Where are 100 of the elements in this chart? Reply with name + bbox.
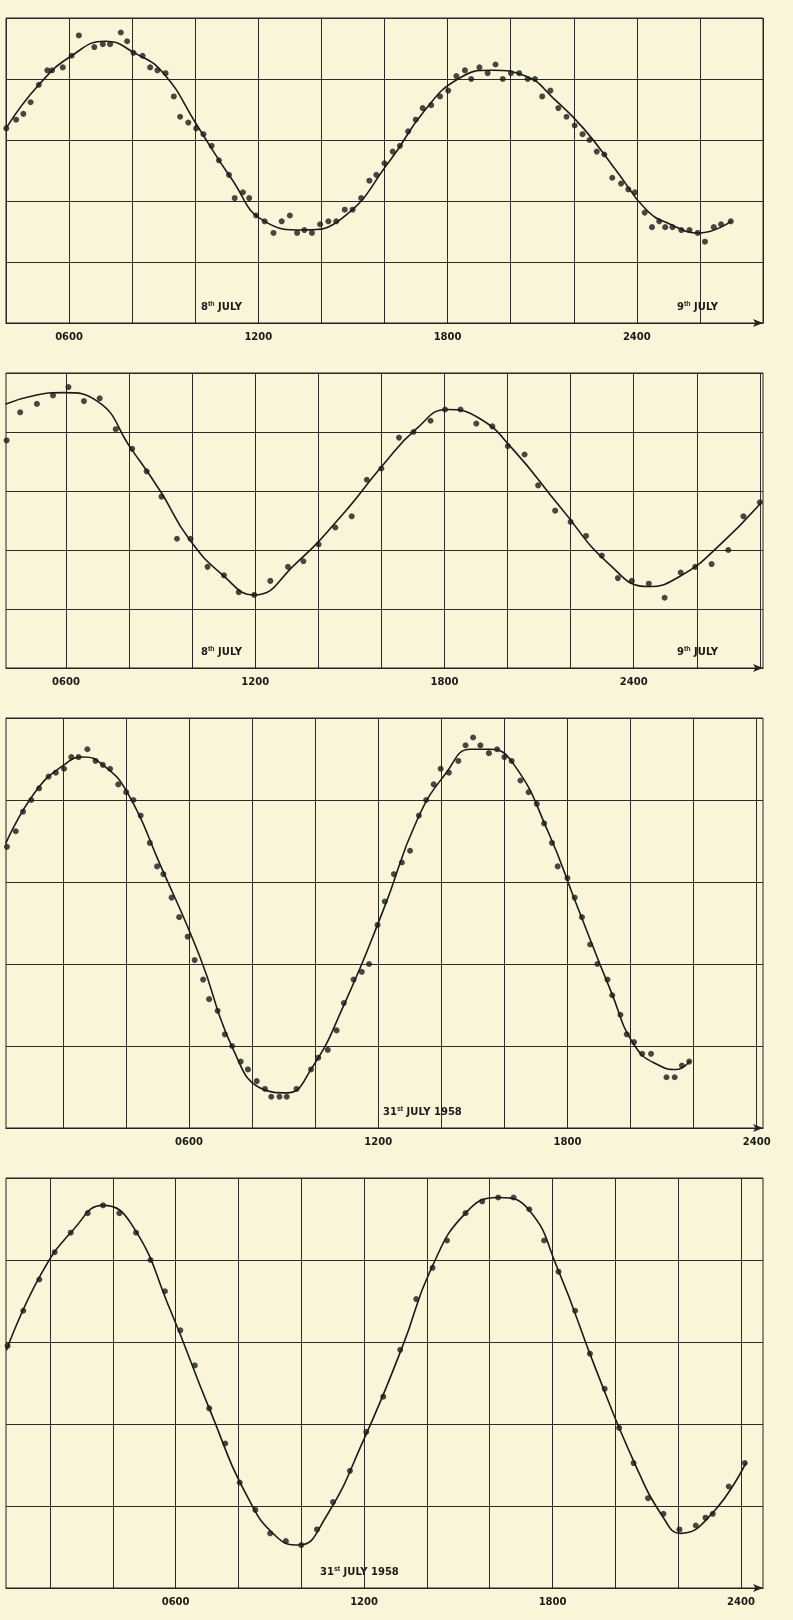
point (329, 1499, 336, 1506)
point (177, 1327, 184, 1334)
point (206, 1405, 213, 1412)
point (222, 1440, 229, 1447)
point (251, 591, 258, 598)
point (313, 1526, 320, 1533)
point (17, 409, 24, 416)
point (628, 577, 635, 584)
point (397, 1346, 404, 1353)
point (676, 1526, 683, 1533)
point (586, 1350, 593, 1357)
point (346, 1467, 353, 1474)
point (410, 429, 417, 435)
point (661, 594, 668, 601)
point (298, 1542, 305, 1549)
point (133, 1229, 140, 1236)
point (147, 1257, 154, 1263)
point (380, 1393, 387, 1400)
point (67, 1229, 74, 1236)
point (725, 547, 732, 553)
x-tick-label: 2400 (742, 1135, 771, 1147)
point (143, 468, 150, 475)
point (598, 552, 605, 559)
point (282, 1538, 289, 1545)
point (173, 535, 180, 542)
point (252, 1506, 259, 1513)
x-tick-label: 0600 (175, 1135, 203, 1147)
point (521, 451, 528, 458)
point (541, 1237, 548, 1244)
point (50, 392, 56, 399)
point (51, 1249, 58, 1256)
point (161, 1288, 168, 1295)
point (158, 493, 165, 500)
point (526, 1206, 533, 1213)
point (660, 1510, 667, 1517)
point (116, 1210, 123, 1217)
x-tick-label: 0600 (161, 1595, 190, 1607)
point (756, 499, 763, 506)
point (630, 1460, 637, 1467)
point (284, 563, 291, 570)
point (33, 400, 40, 407)
x-tick-label: 1800 (433, 330, 462, 342)
x-tick-label: 1200 (244, 330, 273, 342)
point (413, 1296, 420, 1303)
point (315, 541, 322, 548)
point (442, 406, 449, 413)
point (235, 589, 242, 596)
point (444, 1237, 451, 1244)
point (583, 532, 590, 539)
point (204, 563, 211, 570)
point (3, 437, 10, 444)
point (495, 1194, 502, 1201)
point (572, 1307, 579, 1314)
point (129, 445, 136, 452)
point (479, 1198, 486, 1205)
point (187, 535, 194, 542)
point (396, 434, 403, 441)
point (112, 426, 119, 433)
point (555, 1268, 562, 1275)
point (725, 1483, 732, 1490)
x-tick-label: 2400 (622, 330, 651, 342)
point (300, 558, 307, 565)
point (567, 518, 574, 525)
x-tick-label: 2400 (727, 1595, 755, 1607)
point (552, 507, 559, 514)
point (457, 406, 464, 413)
point (65, 384, 72, 391)
x-tick-label: 2400 (619, 675, 648, 687)
x-tick-label: 1200 (241, 675, 270, 687)
point (535, 482, 542, 489)
point (80, 398, 87, 405)
point (601, 1385, 608, 1392)
point (645, 1495, 652, 1502)
point (489, 423, 496, 430)
point (692, 563, 699, 570)
point (616, 1424, 623, 1431)
point (740, 513, 747, 520)
point (267, 1530, 274, 1537)
point (267, 577, 274, 584)
x-tick-label: 1200 (364, 1135, 393, 1147)
point (708, 561, 715, 568)
x-tick-label: 1800 (538, 1595, 567, 1607)
point (348, 513, 355, 520)
point (645, 580, 652, 587)
point (20, 1307, 27, 1314)
x-tick-label: 1800 (553, 1135, 582, 1147)
point (504, 443, 511, 450)
point (741, 1460, 748, 1467)
point (429, 1264, 436, 1271)
point (614, 575, 621, 582)
point (363, 476, 370, 483)
point (96, 395, 103, 402)
point (363, 1428, 370, 1435)
point (191, 1362, 198, 1369)
point (84, 1210, 91, 1217)
point (462, 1210, 469, 1217)
point (702, 1514, 709, 1521)
point (100, 1202, 107, 1209)
x-tick-label: 0600 (55, 330, 84, 342)
point (709, 1510, 716, 1517)
